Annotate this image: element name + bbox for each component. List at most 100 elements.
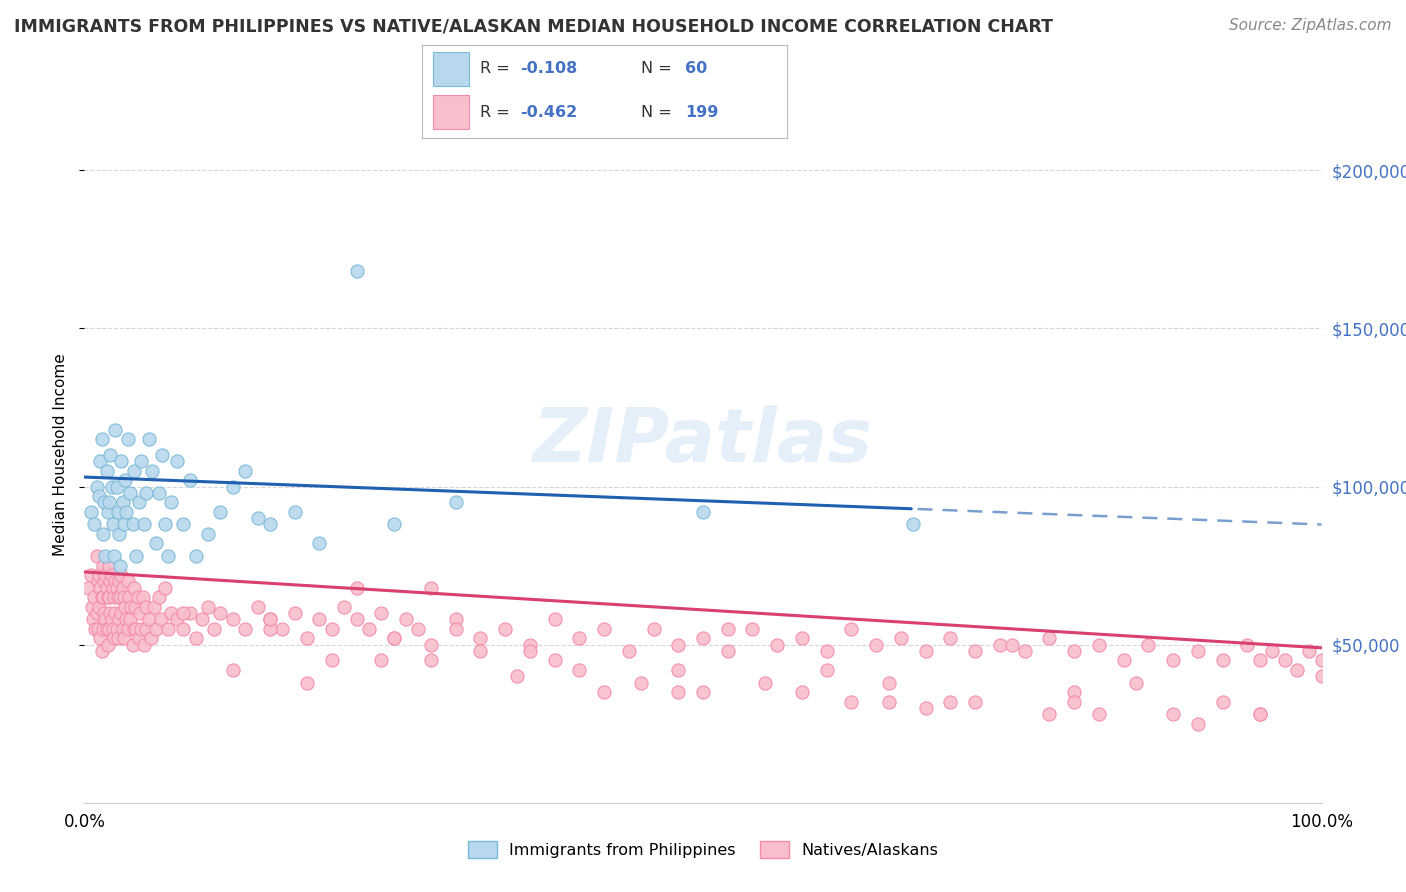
Point [153,517,176,532]
Point [209,606,232,620]
Point [197,599,219,614]
Point [1249,707,1271,722]
Point [815,644,838,658]
Point [593,685,616,699]
Point [93,606,115,620]
Point [98,622,121,636]
Point [470,644,492,658]
Point [1088,638,1111,652]
Point [1088,707,1111,722]
Point [408,622,430,636]
Point [129,606,152,620]
Point [233,464,256,478]
Point [1137,638,1160,652]
Text: N =: N = [641,104,678,120]
Point [89,599,111,614]
Point [184,549,207,563]
Point [110,454,132,468]
Point [259,622,281,636]
Point [112,632,135,646]
Point [94,549,117,563]
Text: IMMIGRANTS FROM PHILIPPINES VS NATIVE/ALASKAN MEDIAN HOUSEHOLD INCOME CORRELATIO: IMMIGRANTS FROM PHILIPPINES VS NATIVE/AL… [14,18,1053,36]
Point [271,622,294,636]
Point [111,581,134,595]
Point [284,606,307,620]
Point [117,574,139,589]
Point [121,517,143,532]
Point [321,622,343,636]
Point [90,644,112,658]
Point [191,612,214,626]
Point [98,558,121,573]
Point [568,663,591,677]
Point [877,675,900,690]
Point [98,495,121,509]
Point [692,505,714,519]
Point [717,622,740,636]
Point [444,495,467,509]
Point [122,581,145,595]
Point [865,638,887,652]
Point [284,505,307,519]
Point [128,632,150,646]
Point [107,591,129,605]
Point [111,622,134,636]
Text: 60: 60 [685,62,707,77]
Point [82,612,104,626]
Point [766,638,789,652]
Point [111,495,134,509]
Point [108,527,131,541]
Point [83,517,105,532]
Point [91,527,114,541]
Point [89,632,111,646]
Point [83,591,105,605]
Text: -0.108: -0.108 [520,62,578,77]
Point [86,549,108,563]
Point [105,622,128,636]
Point [138,432,160,446]
Point [107,632,129,646]
Point [939,632,962,646]
Point [120,599,142,614]
Point [104,606,127,620]
Point [1063,644,1085,658]
Point [120,486,142,500]
Point [86,606,108,620]
Point [91,558,114,573]
Point [259,612,281,626]
Point [141,632,163,646]
Point [87,622,110,636]
Point [148,486,170,500]
Point [1001,638,1024,652]
Point [295,632,318,646]
Point [519,638,541,652]
Point [841,622,863,636]
Point [666,663,689,677]
Point [593,622,616,636]
Point [643,622,665,636]
Point [1249,653,1271,667]
Point [148,591,170,605]
Point [295,675,318,690]
Point [135,486,157,500]
Point [1236,638,1258,652]
Point [357,622,380,636]
Point [145,536,167,550]
Point [914,644,936,658]
Point [617,644,640,658]
Point [209,505,232,519]
Point [110,606,132,620]
Point [98,591,121,605]
Point [150,448,173,462]
Point [112,517,135,532]
Point [93,495,115,509]
Point [129,454,152,468]
Point [692,632,714,646]
Point [666,685,689,699]
Point [395,612,418,626]
Point [117,432,139,446]
Point [1125,675,1147,690]
Point [1249,707,1271,722]
Point [115,505,138,519]
Point [1261,644,1284,658]
